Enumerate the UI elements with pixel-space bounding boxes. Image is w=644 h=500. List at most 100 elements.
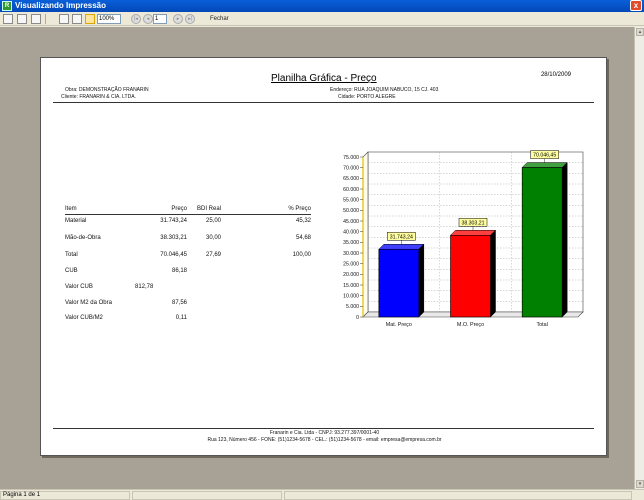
report-title: Planilha Gráfica - Preço (271, 73, 377, 84)
bar-side (561, 161, 568, 318)
status-bar: Página 1 de 1 (0, 489, 644, 500)
bar-top (378, 244, 425, 250)
valor-cub-m2-value: 0,11 (175, 315, 187, 321)
y-tick-label: 45.000 (343, 219, 359, 225)
prev-page-icon[interactable]: ◂ (143, 14, 153, 24)
print-setup-icon[interactable] (17, 14, 27, 24)
table-row: Total 70.046,45 27,69 100,00 (65, 252, 311, 260)
endereco-label: Endereço: RUA JOAQUIM NABUCO, 15 CJ. 403 (330, 87, 439, 93)
bar-side (490, 229, 496, 318)
row-preco: 31.743,24 (160, 218, 187, 224)
header-preco: Preço (171, 206, 187, 212)
page-number-field[interactable]: 1 (153, 14, 167, 24)
toolbar: 100% |◂ ◂ 1 ▸ ▸| Fechar (0, 12, 644, 26)
row-preco: 38.303,21 (160, 235, 187, 241)
table-header: Item Preço BDI Real % Preço (65, 206, 311, 214)
report-date: 28/10/2009 (540, 72, 571, 78)
bar-chart: 0 5.000 10.000 15.000 20.000 25.000 30.000 35.0… (343, 150, 584, 328)
row-pct: 54,68 (295, 235, 311, 241)
obra-label: Obra: DEMONSTRAÇÃO FRANARIN (65, 87, 149, 93)
row-preco: 70.046,45 (160, 252, 187, 258)
footer-company: Franarin e Cia. Ltda - CNPJ: 93.277.397/… (269, 430, 380, 436)
bar (450, 234, 491, 318)
status-pane (132, 491, 282, 500)
data-label-box (458, 218, 488, 227)
toolbar-separator (45, 14, 46, 24)
data-label: 31.743,24 (390, 234, 413, 240)
cidade-label: Cidade: PORTO ALEGRE (338, 94, 396, 100)
chart-side-wall (362, 151, 369, 318)
find-icon[interactable] (31, 14, 41, 24)
y-tick-label: 50.000 (343, 208, 359, 214)
cliente-label: Cliente: FRANARIN & CIA. LTDA. (61, 94, 136, 100)
cub-row: CUB 86,18 (65, 268, 311, 276)
footer-address: Rua 123, Número 456 - FONE: (51)1234-567… (207, 437, 442, 443)
valor-cub-m2-label: Valor CUB/M2 (65, 315, 103, 321)
bar-side (418, 243, 425, 318)
window-title-bar[interactable]: R Visualizando Impressão x (0, 0, 644, 12)
actual-size-icon[interactable] (85, 14, 95, 24)
row-bdi: 30,00 (205, 235, 221, 241)
valor-cub-label: Valor CUB (65, 284, 93, 290)
close-window-button[interactable]: x (630, 0, 642, 11)
y-tick-label: 25.000 (343, 261, 359, 267)
status-page-count: Página 1 de 1 (0, 491, 130, 500)
close-preview-button[interactable]: Fechar (210, 16, 229, 22)
app-icon: R (2, 1, 12, 11)
table-row: Mão-de-Obra 38.303,21 30,00 54,68 (65, 235, 311, 243)
y-tick-label: 75.000 (343, 155, 359, 161)
x-tick-label: M.O. Preço (457, 322, 484, 328)
header-item: Item (65, 206, 77, 212)
first-page-icon[interactable]: |◂ (131, 14, 141, 24)
table-header-divider (65, 214, 311, 215)
row-bdi: 25,00 (205, 218, 221, 224)
vertical-scrollbar[interactable]: ▴ ▾ (634, 27, 644, 489)
fit-width-icon[interactable] (72, 14, 82, 24)
y-tick-label: 70.000 (343, 165, 359, 171)
valor-cub-row: Valor CUB 812,78 (65, 284, 311, 292)
valor-cub-m2-row: Valor CUB/M2 0,11 (65, 315, 311, 323)
print-icon[interactable] (3, 14, 13, 24)
y-tick-label: 40.000 (343, 229, 359, 235)
header-bdi: BDI Real (196, 206, 221, 212)
row-item: Total (65, 252, 78, 258)
data-label-box (387, 232, 416, 241)
x-tick-label: Total (536, 322, 547, 328)
row-pct: 100,00 (292, 252, 311, 258)
row-pct: 45,32 (295, 218, 311, 224)
scroll-down-icon[interactable]: ▾ (636, 480, 644, 488)
y-tick-label: 10.000 (343, 293, 359, 299)
last-page-icon[interactable]: ▸| (185, 14, 195, 24)
bar (378, 248, 420, 318)
y-tick-label: 60.000 (343, 187, 359, 193)
scroll-up-icon[interactable]: ▴ (636, 28, 644, 36)
status-pane (284, 491, 632, 500)
window-title: Visualizando Impressão (15, 1, 106, 10)
row-item: Material (65, 218, 87, 224)
fit-page-icon[interactable] (59, 14, 69, 24)
zoom-field[interactable]: 100% (97, 14, 121, 24)
y-tick-label: 5.000 (346, 304, 359, 310)
header-pct: % Preço (288, 206, 311, 212)
valor-m2-label: Valor M2 da Obra (65, 300, 112, 306)
report-page: Planilha Gráfica - Preço 28/10/2009 Obra… (40, 57, 607, 456)
bar-top (521, 162, 568, 168)
bar-top (449, 230, 497, 236)
x-tick-label: Mat. Preço (386, 322, 412, 328)
valor-cub-value: 812,78 (135, 284, 154, 290)
cub-value: 86,18 (171, 268, 187, 274)
row-item: Mão-de-Obra (65, 235, 101, 241)
y-tick-label: 30.000 (343, 251, 359, 257)
table-row: Material 31.743,24 25,00 45,32 (65, 218, 311, 226)
row-bdi: 27,69 (205, 252, 221, 258)
next-page-icon[interactable]: ▸ (173, 14, 183, 24)
cub-label: CUB (65, 268, 78, 274)
data-label: 70.046,45 (533, 153, 556, 159)
valor-m2-row: Valor M2 da Obra 87,56 (65, 300, 311, 308)
header-divider (53, 102, 594, 103)
y-tick-label: 20.000 (343, 272, 359, 278)
y-tick-label: 55.000 (343, 197, 359, 203)
y-tick-label: 35.000 (343, 240, 359, 246)
data-label-box (530, 150, 559, 159)
y-tick-label: 65.000 (343, 176, 359, 182)
